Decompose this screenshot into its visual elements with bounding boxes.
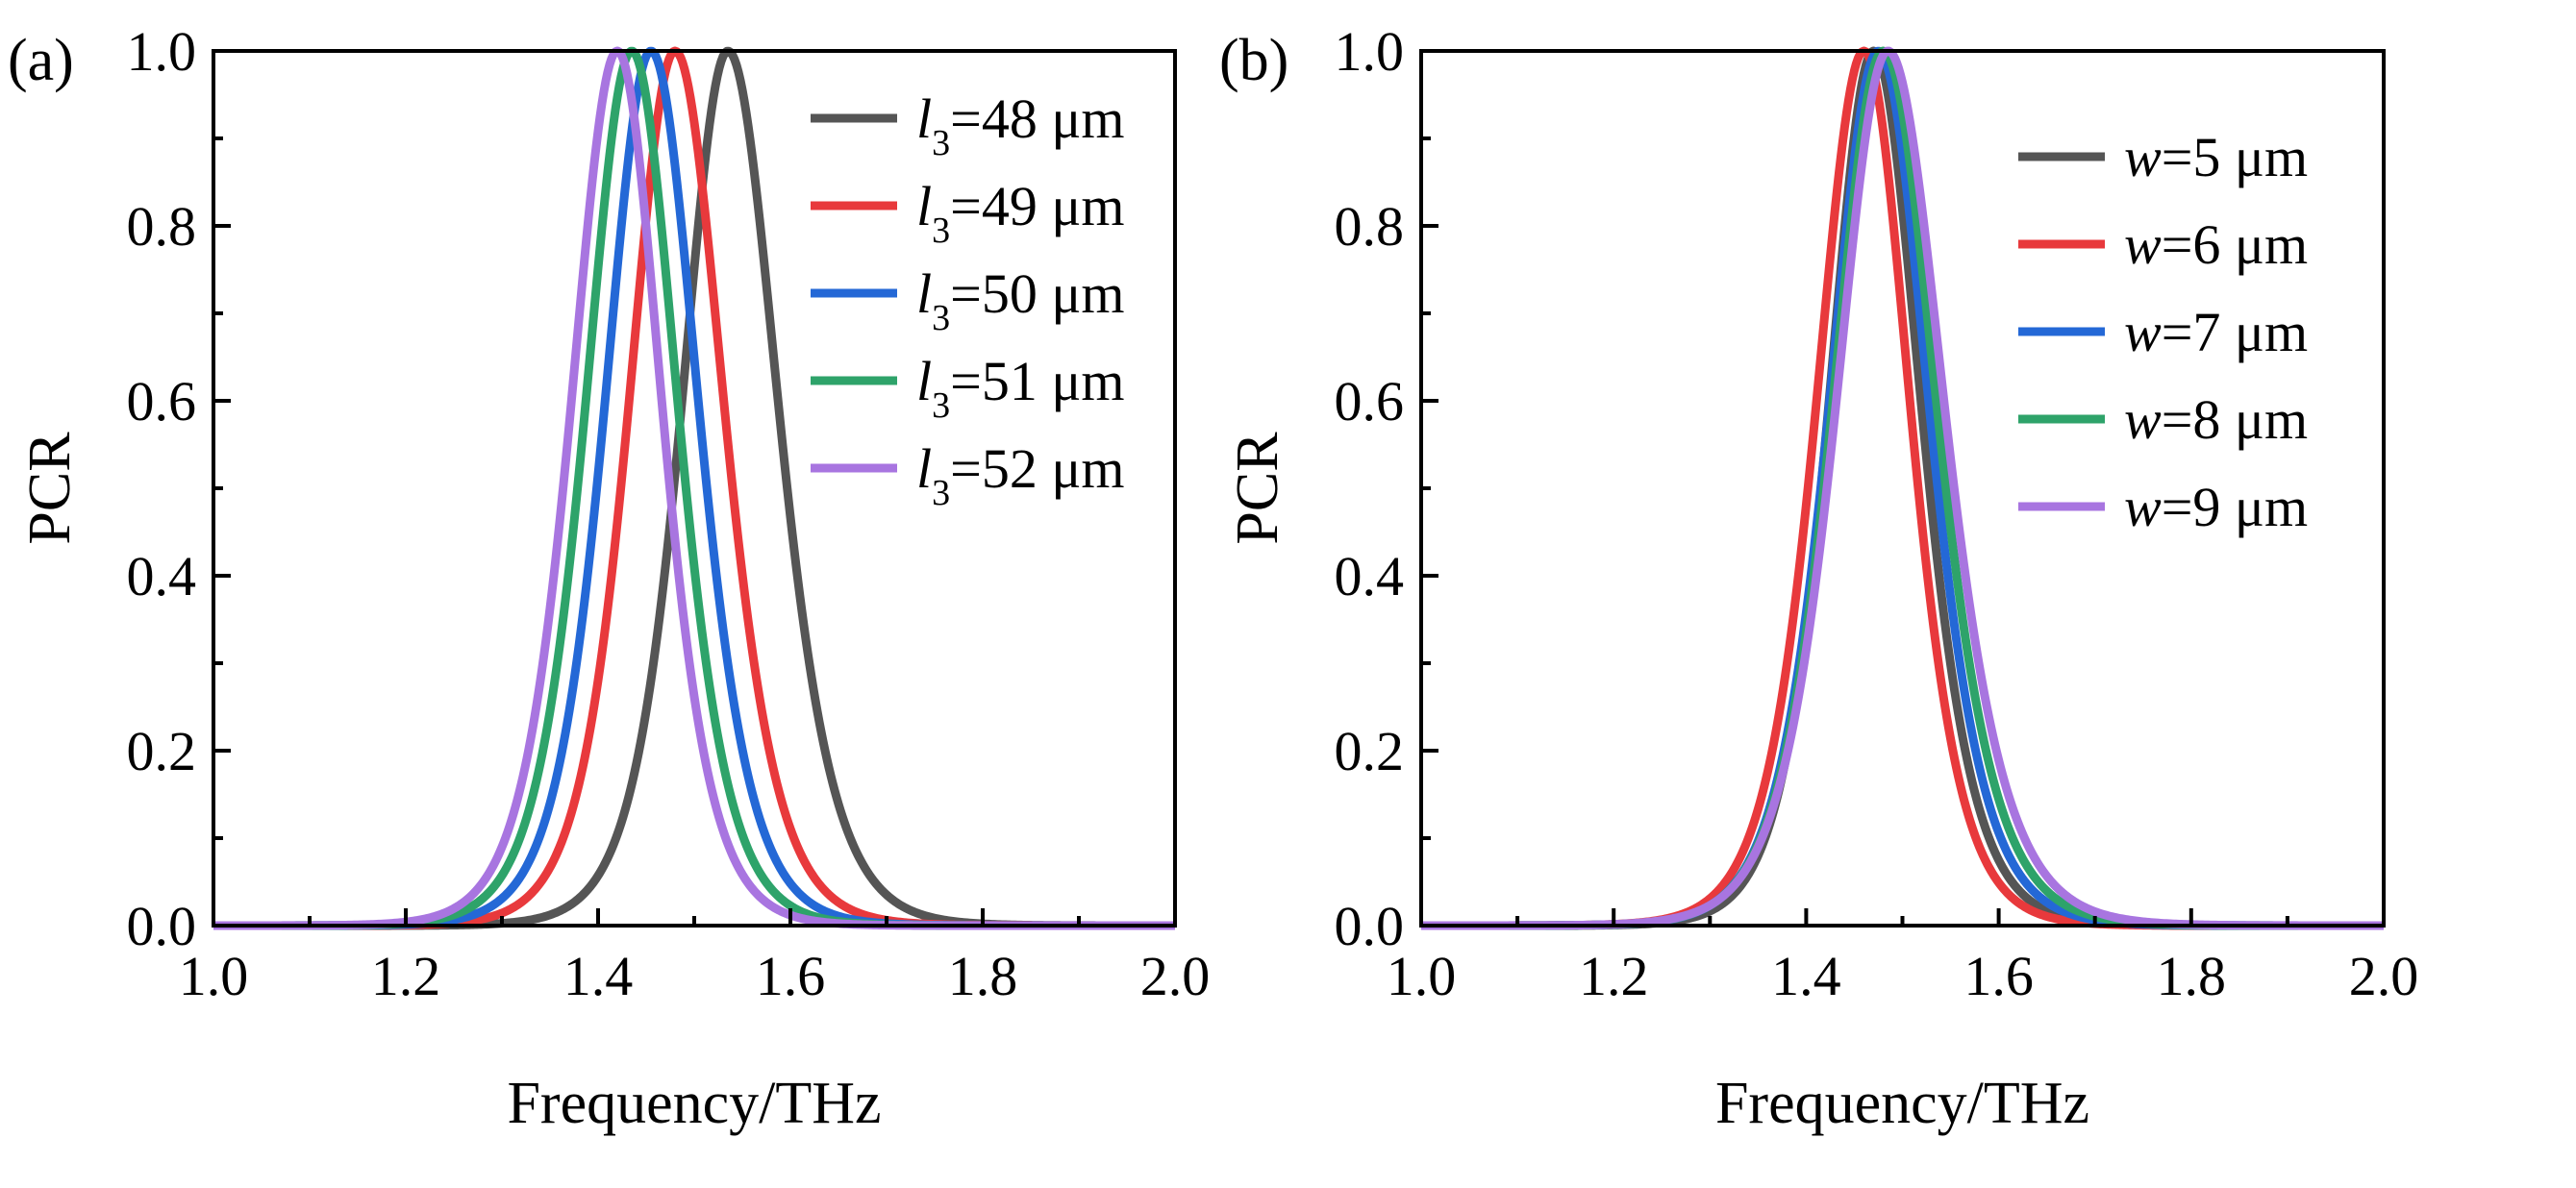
legend-label: l3=50 μm [916,262,1125,338]
legend-label: l3=48 μm [916,87,1125,163]
legend-value: =51 μm [950,350,1124,412]
panel-label: (b) [1219,28,1288,93]
legend-value: =50 μm [950,262,1124,325]
y-tick-label: 0.6 [127,370,197,433]
legend-label: w=5 μm [2124,126,2308,188]
legend-subscript: 3 [932,210,950,251]
legend-variable: l [916,87,932,150]
y-tick-label: 0.2 [1335,720,1405,782]
y-tick-label: 0.4 [127,545,197,607]
x-tick-label: 1.2 [371,945,441,1007]
y-tick-label: 0.8 [1335,195,1405,258]
x-tick-label: 1.8 [2157,945,2227,1007]
x-axis-title: Frequency/THz [1715,1071,2089,1136]
y-axis-title: PCR [1225,432,1290,545]
legend-label: w=9 μm [2124,476,2308,538]
chart-panel-b: 1.0 1.2 1.4 1.6 1.8 2.0 0.0 0.2 0.4 0.6 0.8 1.0 Freq… [1219,20,2418,1136]
legend-item-5: l3=52 μm [811,437,1125,513]
legend-subscript: 3 [932,123,950,163]
legend-variable: l [916,175,932,237]
x-tick-label: 2.0 [2349,945,2419,1007]
legend-subscript: 3 [932,473,950,513]
x-tick-label: 1.4 [1771,945,1841,1007]
legend-variable: l [916,350,932,412]
legend-value: =9 μm [2162,476,2308,538]
legend-variable: l [916,437,932,500]
legend-variable: l [916,262,932,325]
legend-variable: w [2124,388,2162,451]
legend-value: =49 μm [950,175,1124,237]
x-tick-label: 1.0 [1387,945,1457,1007]
legend-label: w=8 μm [2124,388,2308,451]
legend-value: =52 μm [950,437,1124,500]
x-tick-label: 1.4 [563,945,634,1007]
x-tick-label: 1.6 [1963,945,2034,1007]
legend-label: w=6 μm [2124,213,2308,276]
x-axis-title: Frequency/THz [507,1071,881,1136]
legend-item-2: w=6 μm [2018,213,2308,276]
panel-label: (a) [8,28,74,93]
legend-label: l3=51 μm [916,350,1125,426]
legend-item-1: w=5 μm [2018,126,2308,188]
y-tick-label: 0.8 [127,195,197,258]
legend-value: =48 μm [950,87,1124,150]
legend-value: =6 μm [2162,213,2308,276]
legend-value: =5 μm [2162,126,2308,188]
x-tick-label: 1.6 [756,945,826,1007]
y-tick-label: 0.4 [1335,545,1405,607]
legend-item-3: l3=50 μm [811,262,1125,338]
y-tick-label: 0.0 [1335,895,1405,957]
legend-label: l3=49 μm [916,175,1125,251]
y-axis-title: PCR [17,432,83,545]
legend-label: w=7 μm [2124,301,2308,363]
legend-subscript: 3 [932,385,950,426]
y-tick-label: 0.0 [127,895,197,957]
legend-item-2: l3=49 μm [811,175,1125,251]
y-tick-label: 1.0 [1335,20,1405,83]
legend-variable: w [2124,126,2162,188]
legend-item-4: w=8 μm [2018,388,2308,451]
legend-item-3: w=7 μm [2018,301,2308,363]
legend-variable: w [2124,476,2162,538]
legend-item-1: l3=48 μm [811,87,1125,163]
chart-panel-a: 1.0 1.2 1.4 1.6 1.8 2.0 0.0 0.2 0.4 0.6 0.8 1.0 Freq… [8,20,1210,1136]
y-tick-label: 0.2 [127,720,197,782]
legend-variable: w [2124,213,2162,276]
x-tick-label: 1.2 [1579,945,1649,1007]
x-tick-label: 1.8 [948,945,1018,1007]
y-tick-label: 0.6 [1335,370,1405,433]
x-tick-label: 2.0 [1140,945,1211,1007]
legend-value: =7 μm [2162,301,2308,363]
legend-value: =8 μm [2162,388,2308,451]
legend-item-4: l3=51 μm [811,350,1125,426]
legend-item-5: w=9 μm [2018,476,2308,538]
y-tick-label: 1.0 [127,20,197,83]
legend-subscript: 3 [932,298,950,338]
legend-variable: w [2124,301,2162,363]
x-tick-label: 1.0 [179,945,249,1007]
legend-label: l3=52 μm [916,437,1125,513]
legend: w=5 μmw=6 μmw=7 μmw=8 μmw=9 μm [2018,126,2308,538]
